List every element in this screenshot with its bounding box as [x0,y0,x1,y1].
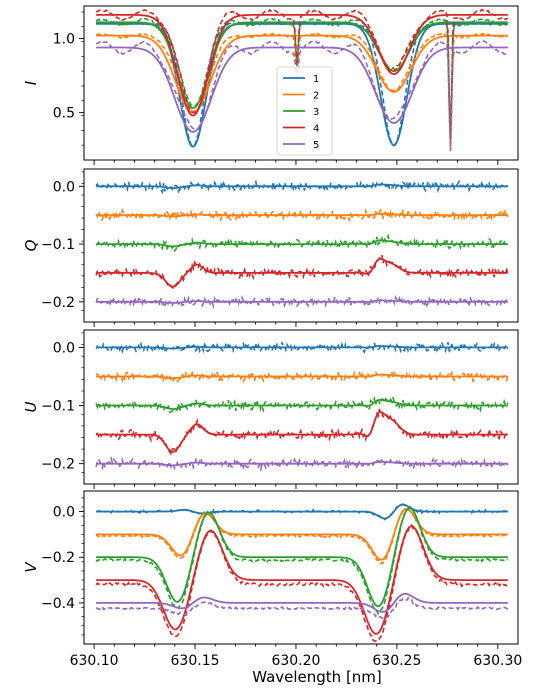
series-4-observed [95,408,509,456]
plot-area [95,179,509,310]
axes-frame [83,329,519,485]
plot-area [95,339,509,472]
series-3-fit [96,398,508,410]
series-5-observed [95,596,509,620]
series-3-fit [96,21,508,109]
series-4-fit [96,13,508,117]
series-2-observed [95,32,508,151]
y-tick-label: 0.0 [53,340,75,356]
series-1-fit [96,183,508,189]
legend-entry: 5 [313,140,319,151]
series-3-fit [96,507,508,608]
legend-entry: 3 [313,107,319,118]
x-tick-label: 630.30 [473,653,522,669]
series-5-fit [96,593,508,613]
y-tick-label: −0.1 [41,237,75,253]
y-tick-label: −0.2 [41,457,75,473]
x-tick-label: 630.15 [171,653,220,669]
y-tick-label: −0.4 [41,596,75,612]
panel-i: 0.5 1.0 I 1 2 3 4 5 [22,5,519,165]
series-4-fit [96,410,508,453]
panel-v: 0.0 −0.2 −0.4 V 630.10 630.15 630.20 630.25 630.… [22,490,522,669]
series-5-observed [96,39,509,152]
y-axis-label: Q [22,239,40,251]
series-4-observed [95,523,509,643]
legend-entry: 1 [313,74,319,85]
series-3-observed [95,233,509,253]
x-tick-label: 630.10 [70,653,119,669]
y-tick-label: −0.2 [41,550,75,566]
series-5-fit [96,46,508,133]
series-1-fit [96,345,508,350]
x-tick-label: 630.20 [271,653,320,669]
series-3-fit [96,239,508,248]
y-axis-label: V [22,561,40,573]
series-3-observed [95,507,509,616]
plot-area [95,503,509,643]
y-tick-label: 1.0 [53,32,75,48]
y-tick-label: 0.0 [53,505,75,521]
series-4-observed [95,254,509,289]
legend-entry: 4 [313,124,319,135]
axes-frame [83,168,519,323]
series-4-fit [96,257,508,288]
panel-q: 0.0 −0.1 −0.2 Q [22,168,519,327]
x-tick-label: 630.25 [372,653,421,669]
series-4-fit [96,525,508,635]
series-1-fit [96,503,508,520]
legend: 1 2 3 4 5 [276,66,333,156]
y-tick-label: 0.5 [53,106,75,122]
plot-area [95,8,509,152]
series-5-fit [96,299,508,304]
x-axis-label: Wavelength [nm] [252,668,382,686]
series-5-fit [96,460,508,467]
y-tick-label: −0.2 [41,295,75,311]
series-2-fit [96,212,508,218]
series-2-fit [96,34,508,114]
axes-frame [83,5,519,161]
panel-u: 0.0 −0.1 −0.2 U [22,329,519,489]
y-axis-label: I [22,80,40,85]
y-tick-label: 0.0 [53,179,75,195]
y-tick-label: −0.1 [41,399,75,415]
y-axis-label: U [22,401,40,412]
legend-entry: 2 [313,91,319,102]
series-4-observed [95,8,509,140]
series-1-observed [95,339,509,355]
axes-frame [83,490,519,645]
series-2-fit [96,508,508,561]
series-2-fit [96,373,508,380]
